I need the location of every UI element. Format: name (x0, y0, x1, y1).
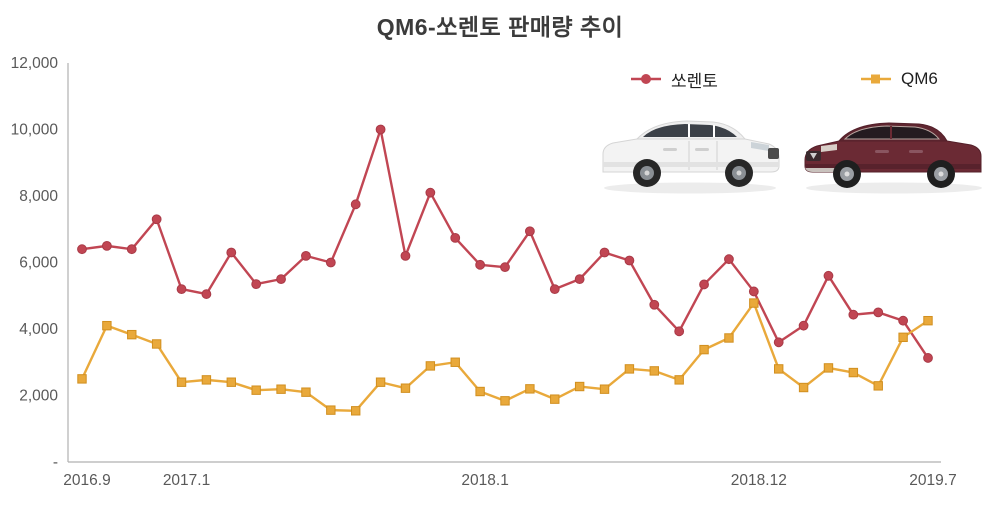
data-point-sorento (724, 254, 734, 265)
data-point-qm6 (176, 377, 187, 387)
y-tick-label: 10,000 (11, 122, 59, 139)
data-point-sorento (699, 279, 709, 290)
data-point-sorento (798, 320, 809, 331)
qm6-car-image (804, 122, 982, 194)
data-point-sorento (226, 247, 237, 258)
x-tick-label: 2017.1 (163, 472, 210, 489)
data-point-sorento (325, 257, 336, 268)
y-tick-label: 6,000 (19, 255, 58, 272)
data-point-sorento (848, 309, 859, 320)
data-point-qm6 (823, 363, 834, 373)
data-point-sorento (823, 270, 834, 281)
data-point-qm6 (873, 381, 883, 391)
data-point-qm6 (77, 374, 87, 384)
data-point-qm6 (351, 406, 361, 416)
data-point-qm6 (624, 364, 635, 374)
series-line-qm6 (80, 301, 930, 412)
data-point-sorento (151, 214, 162, 225)
x-tick-label: 2018.1 (461, 472, 508, 489)
data-point-sorento (624, 255, 635, 266)
data-point-qm6 (774, 364, 784, 374)
data-point-sorento (276, 274, 286, 285)
data-point-sorento (101, 240, 112, 251)
data-point-qm6 (749, 298, 759, 308)
x-tick-label: 2018.12 (731, 472, 787, 489)
data-point-sorento (201, 289, 212, 299)
qm6-line-marker-icon (861, 74, 891, 84)
sorento-line-marker-icon (631, 74, 661, 84)
data-point-sorento (923, 353, 933, 363)
data-point-qm6 (276, 384, 286, 394)
sorento-car-image (602, 120, 780, 194)
data-point-sorento (425, 187, 436, 198)
data-point-qm6 (798, 382, 809, 393)
data-point-sorento (251, 279, 262, 290)
data-point-qm6 (699, 344, 709, 355)
data-point-sorento (898, 315, 909, 326)
data-point-sorento (350, 199, 361, 210)
data-point-sorento (126, 244, 137, 255)
data-point-sorento (524, 226, 535, 237)
data-point-qm6 (127, 329, 137, 340)
data-point-qm6 (574, 381, 585, 392)
x-tick-label: 2016.9 (63, 472, 110, 489)
data-point-qm6 (500, 396, 510, 406)
data-point-qm6 (724, 333, 734, 343)
data-point-qm6 (326, 405, 336, 415)
data-point-sorento (77, 244, 87, 255)
data-point-qm6 (251, 385, 261, 395)
data-point-qm6 (301, 387, 311, 397)
data-point-qm6 (400, 383, 411, 393)
data-point-sorento (375, 124, 386, 135)
legend-item-qm6: QM6 (860, 69, 938, 88)
data-point-qm6 (848, 367, 859, 378)
data-point-sorento (475, 259, 486, 270)
data-point-qm6 (375, 377, 386, 387)
data-point-sorento (450, 232, 461, 243)
y-tick-label: - (53, 454, 58, 471)
data-point-qm6 (151, 339, 162, 349)
legend-item-sorento: 쏘렌토 (630, 70, 718, 91)
data-point-qm6 (923, 315, 933, 326)
data-point-qm6 (599, 384, 610, 394)
data-point-qm6 (226, 377, 236, 387)
data-point-sorento (674, 326, 685, 337)
data-point-sorento (649, 299, 660, 310)
legend-label-sorento: 쏘렌토 (671, 71, 718, 91)
y-tick-label: 12,000 (11, 55, 59, 72)
data-point-sorento (400, 250, 411, 261)
y-tick-label: 8,000 (19, 188, 58, 205)
data-point-qm6 (450, 357, 460, 367)
data-point-qm6 (674, 375, 684, 385)
chart-title: QM6-쏘렌토 판매량 추이 (376, 14, 624, 40)
y-tick-label: 4,000 (19, 321, 58, 338)
data-point-sorento (873, 307, 884, 318)
data-point-sorento (748, 286, 759, 297)
x-tick-label: 2019.7 (909, 472, 956, 489)
data-point-qm6 (898, 332, 908, 343)
data-point-sorento (176, 284, 187, 295)
data-point-sorento (599, 247, 610, 258)
y-tick-label: 2,000 (19, 388, 58, 405)
data-point-qm6 (425, 361, 436, 371)
data-point-qm6 (201, 375, 212, 385)
data-point-qm6 (525, 384, 535, 394)
data-point-qm6 (649, 366, 659, 376)
data-point-sorento (773, 337, 784, 348)
data-point-qm6 (102, 320, 112, 331)
legend-label-qm6: QM6 (901, 69, 938, 88)
data-point-sorento (574, 274, 585, 285)
data-point-sorento (549, 284, 560, 295)
data-point-sorento (301, 250, 311, 261)
data-point-qm6 (475, 386, 485, 397)
data-point-sorento (500, 262, 510, 273)
data-point-qm6 (550, 394, 560, 404)
